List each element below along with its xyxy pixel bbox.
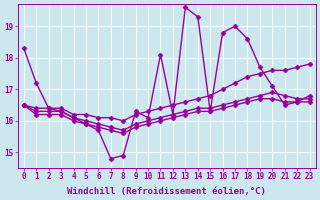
X-axis label: Windchill (Refroidissement éolien,°C): Windchill (Refroidissement éolien,°C) <box>67 187 266 196</box>
